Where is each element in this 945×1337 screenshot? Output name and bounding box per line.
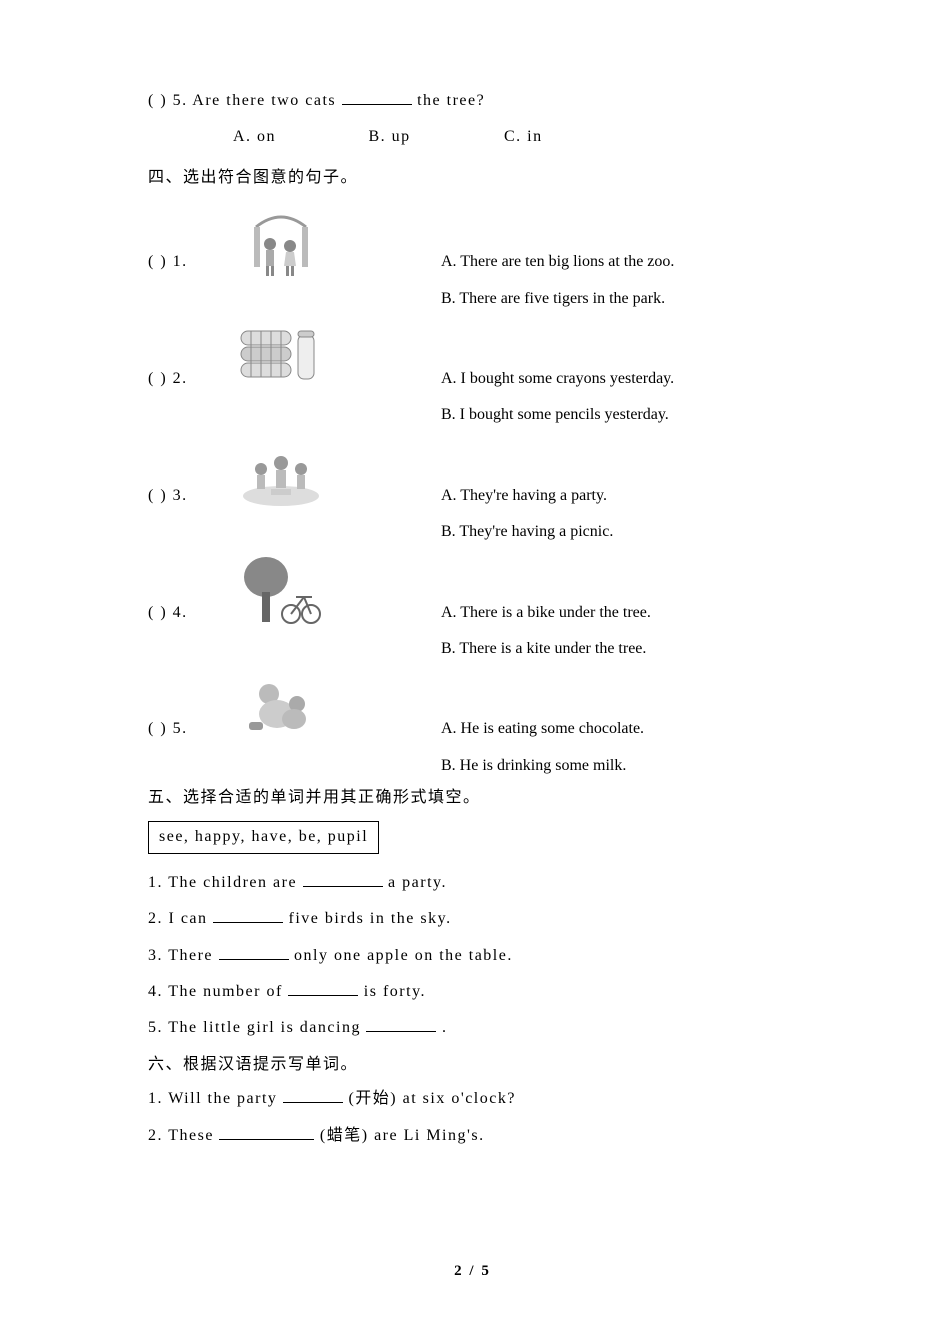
- s4-item5-optB[interactable]: B. He is drinking some milk.: [441, 755, 797, 777]
- s4-item1-label[interactable]: ( ) 1.: [148, 201, 236, 273]
- q5-optA[interactable]: A. on: [233, 126, 363, 148]
- s4-item4-label[interactable]: ( ) 4.: [148, 552, 236, 624]
- s4-item3-image: [236, 435, 326, 515]
- s5-item2-post: five birds in the sky.: [289, 910, 452, 927]
- s6-item2-pre: 2. These: [148, 1127, 214, 1144]
- s5-item3: 3. There only one apple on the table.: [148, 945, 797, 967]
- s4-item2-label[interactable]: ( ) 2.: [148, 318, 236, 390]
- s4-item4-image: [236, 552, 326, 632]
- s4-item1-options: A. There are ten big lions at the zoo. B…: [326, 201, 797, 310]
- s4-item3-options: A. They're having a party. B. They're ha…: [326, 435, 797, 544]
- section4-item-1: ( ) 1. A. There are ten big lions at the…: [148, 201, 797, 310]
- s4-item2-optA[interactable]: A. I bought some crayons yesterday.: [441, 368, 797, 390]
- s5-item4: 4. The number of is forty.: [148, 981, 797, 1003]
- section4-title: 四、选出符合图意的句子。: [148, 167, 797, 189]
- s5-item2: 2. I can five birds in the sky.: [148, 908, 797, 930]
- q5-optB[interactable]: B. up: [369, 126, 499, 148]
- s5-item2-pre: 2. I can: [148, 910, 208, 927]
- question-5: ( ) 5. Are there two cats the tree?: [148, 90, 797, 112]
- s6-item1-hint: (开始) at six o'clock?: [348, 1090, 516, 1107]
- s5-item4-blank[interactable]: [288, 982, 358, 996]
- section6-title: 六、根据汉语提示写单词。: [148, 1054, 797, 1076]
- s5-item5-post: .: [442, 1019, 448, 1036]
- s4-item4-options: A. There is a bike under the tree. B. Th…: [326, 552, 797, 661]
- s4-item1-optB[interactable]: B. There are five tigers in the park.: [441, 288, 797, 310]
- section4-item-4: ( ) 4. A. There is a bike under the tree…: [148, 552, 797, 661]
- s6-item2-hint: (蜡笔) are Li Ming's.: [320, 1127, 485, 1144]
- s4-item3-optB[interactable]: B. They're having a picnic.: [441, 521, 797, 543]
- s4-item1-optA[interactable]: A. There are ten big lions at the zoo.: [441, 251, 797, 273]
- section5-title: 五、选择合适的单词并用其正确形式填空。: [148, 787, 797, 809]
- s4-item2-image: [236, 318, 326, 398]
- s4-item4-optA[interactable]: A. There is a bike under the tree.: [441, 602, 797, 624]
- s5-item3-post: only one apple on the table.: [294, 947, 513, 964]
- s6-item1-pre: 1. Will the party: [148, 1090, 277, 1107]
- q5-options: A. on B. up C. in: [148, 126, 797, 148]
- s4-item5-label[interactable]: ( ) 5.: [148, 668, 236, 740]
- s4-item3-optA[interactable]: A. They're having a party.: [441, 485, 797, 507]
- q5-prefix[interactable]: ( ) 5. Are there two cats: [148, 92, 336, 109]
- section4-item-5: ( ) 5. A. He is eating some chocolate. B…: [148, 668, 797, 777]
- s4-item5-optA[interactable]: A. He is eating some chocolate.: [441, 718, 797, 740]
- section4-item-3: ( ) 3. A. They're having a party. B. The…: [148, 435, 797, 544]
- q5-optC[interactable]: C. in: [504, 126, 543, 148]
- s4-item3-label[interactable]: ( ) 3.: [148, 435, 236, 507]
- s4-item2-optB[interactable]: B. I bought some pencils yesterday.: [441, 404, 797, 426]
- s6-item2: 2. These (蜡笔) are Li Ming's.: [148, 1125, 797, 1147]
- s6-item1-blank[interactable]: [283, 1089, 343, 1103]
- s4-item4-optB[interactable]: B. There is a kite under the tree.: [441, 638, 797, 660]
- s5-item5: 5. The little girl is dancing .: [148, 1017, 797, 1039]
- s5-item4-post: is forty.: [364, 983, 426, 1000]
- s6-item2-blank[interactable]: [219, 1126, 314, 1140]
- s5-item3-pre: 3. There: [148, 947, 213, 964]
- s4-item1-image: [236, 201, 326, 281]
- s5-item1: 1. The children are a party.: [148, 872, 797, 894]
- section5-wordbox: see, happy, have, be, pupil: [148, 821, 379, 853]
- s5-item4-pre: 4. The number of: [148, 983, 283, 1000]
- s5-item3-blank[interactable]: [219, 946, 289, 960]
- s4-item2-options: A. I bought some crayons yesterday. B. I…: [326, 318, 797, 427]
- q5-suffix: the tree?: [417, 92, 485, 109]
- s5-item1-post: a party.: [388, 874, 447, 891]
- s5-item1-blank[interactable]: [303, 873, 383, 887]
- s4-item5-options: A. He is eating some chocolate. B. He is…: [326, 668, 797, 777]
- page-number: 2 / 5: [0, 1261, 945, 1282]
- s5-item2-blank[interactable]: [213, 909, 283, 923]
- section4-item-2: ( ) 2. A. I bought some crayons yesterda…: [148, 318, 797, 427]
- s5-item5-blank[interactable]: [366, 1018, 436, 1032]
- s6-item1: 1. Will the party (开始) at six o'clock?: [148, 1088, 797, 1110]
- q5-blank[interactable]: [342, 91, 412, 105]
- s4-item5-image: [236, 668, 326, 748]
- s5-item1-pre: 1. The children are: [148, 874, 297, 891]
- s5-item5-pre: 5. The little girl is dancing: [148, 1019, 361, 1036]
